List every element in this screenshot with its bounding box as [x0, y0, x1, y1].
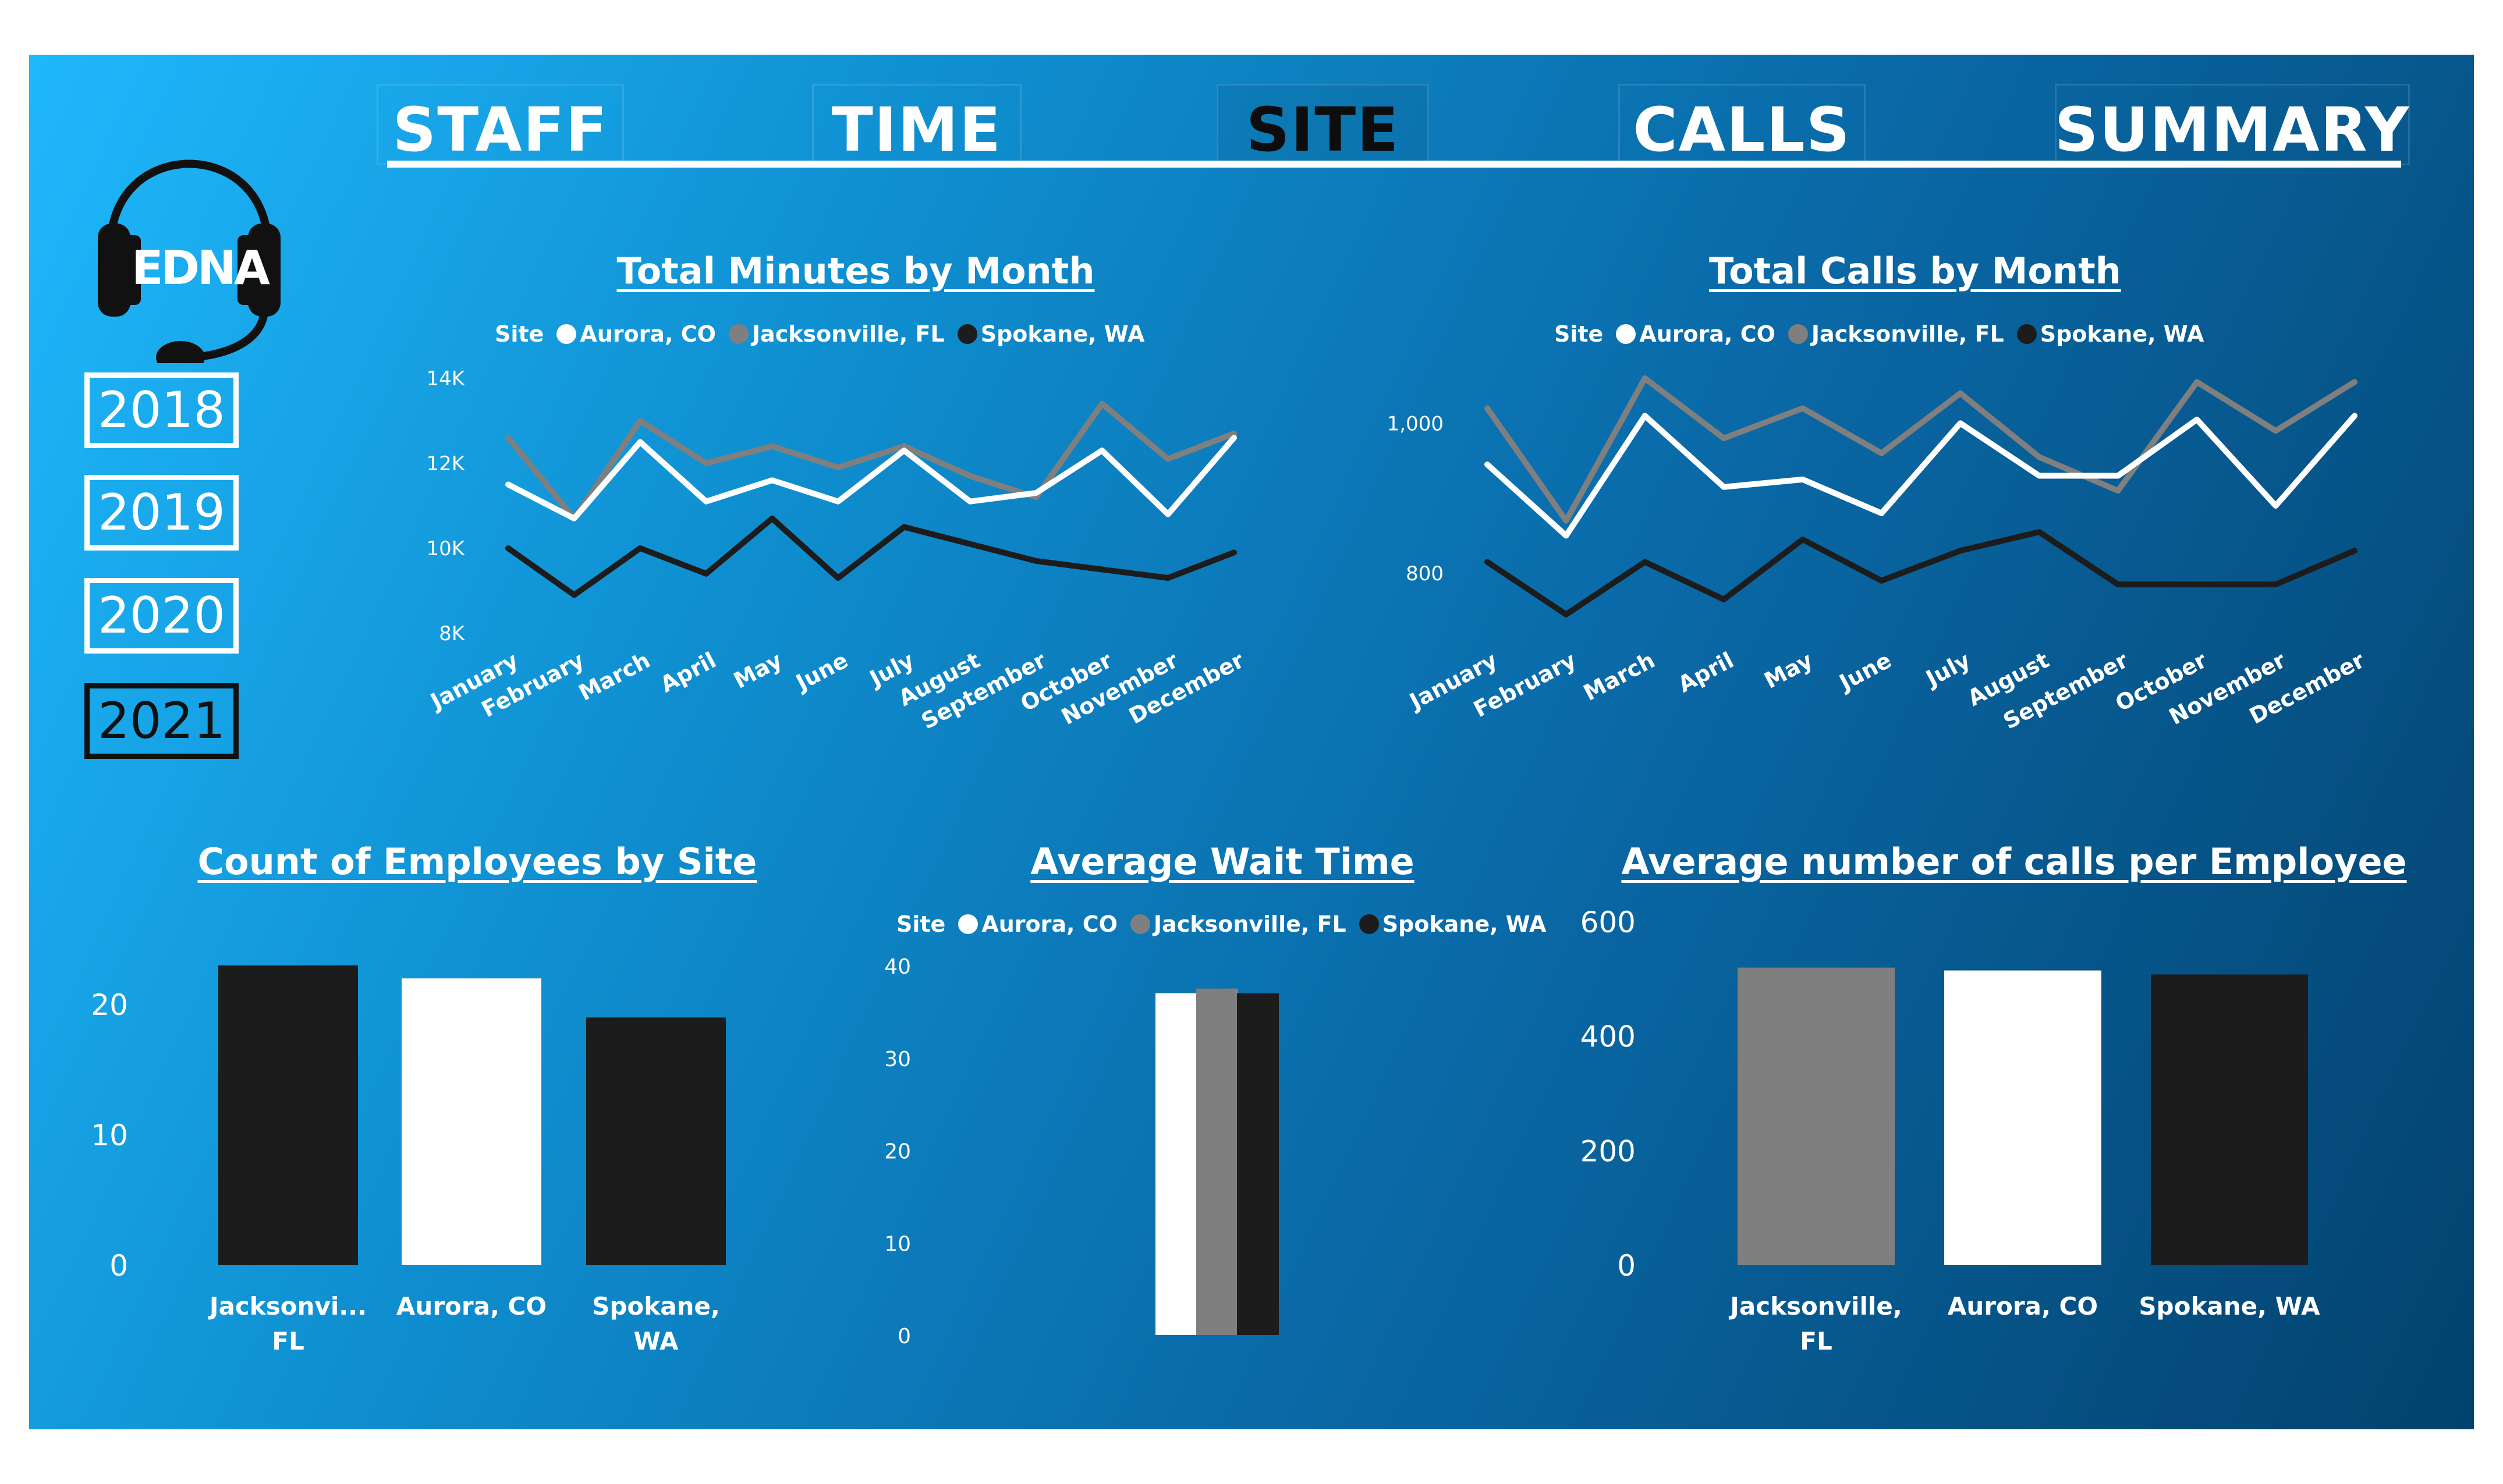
legend-dot-spokane	[957, 324, 977, 344]
cpe-x-tick-label: Spokane, WA	[2139, 1292, 2320, 1320]
calls-y-tick-label: 1,000	[1387, 412, 1444, 435]
nav-underline	[387, 161, 2401, 168]
legend-label-aurora: Aurora, CO	[1639, 321, 1775, 347]
wait-bar-spokane	[1237, 993, 1279, 1335]
employees-x-tick-label: FL	[272, 1327, 304, 1355]
minutes-x-tick-label: March	[575, 647, 654, 706]
tab-staff[interactable]: STAFF	[377, 84, 624, 165]
employees-chart-title: Count of Employees by Site	[197, 840, 757, 883]
wait-bar-aurora	[1155, 993, 1197, 1335]
minutes-x-tick-label: June	[790, 647, 852, 696]
calls-x-tick-label: April	[1674, 647, 1738, 697]
minutes-y-tick-label: 8K	[439, 622, 466, 645]
cpe-y-tick-label: 0	[1617, 1249, 1636, 1283]
dashboard-canvas: EDNA STAFF TIME SITE CALLS SUMMARY 2018 …	[29, 55, 2474, 1429]
wait-y-tick-label: 0	[898, 1325, 911, 1348]
tab-time[interactable]: TIME	[812, 84, 1022, 165]
cpe-y-tick-label: 600	[1580, 906, 1636, 939]
tab-site[interactable]: SITE	[1217, 84, 1429, 165]
calls-x-tick-label: July	[1920, 647, 1974, 692]
employees-bar-spokane	[586, 1017, 726, 1265]
cpe-x-tick-label: Jacksonville,	[1728, 1292, 1902, 1320]
calls-legend: Site Aurora, CO Jacksonville, FL Spokane…	[1554, 321, 2204, 347]
legend-title: Site	[896, 911, 946, 937]
employees-y-tick-label: 20	[91, 988, 128, 1022]
minutes-chart-title: Total Minutes by Month	[616, 250, 1095, 292]
legend-label-jacksonville: Jacksonville, FL	[751, 321, 945, 347]
legend-title: Site	[495, 321, 544, 347]
legend-label-jacksonville: Jacksonville, FL	[1153, 911, 1346, 937]
tab-summary[interactable]: SUMMARY	[2055, 84, 2410, 165]
legend-label-spokane: Spokane, WA	[1382, 911, 1547, 937]
legend-dot-spokane	[2016, 324, 2037, 344]
employees-y-tick-label: 10	[91, 1119, 128, 1152]
wait-bar-jacksonville	[1196, 988, 1238, 1335]
year-button-2018[interactable]: 2018	[84, 372, 239, 448]
employees-x-tick-label: Aurora, CO	[396, 1292, 547, 1320]
cpe-bar-spokane	[2151, 974, 2308, 1265]
cpe-bar-jacksonville	[1738, 967, 1895, 1265]
calls-series-line-jacksonville	[1484, 375, 2357, 524]
calls-x-tick-label: May	[1760, 647, 1817, 694]
legend-label-spokane: Spokane, WA	[2040, 321, 2204, 347]
employees-x-tick-label: Spokane,	[592, 1292, 720, 1320]
wait-y-tick-label: 30	[884, 1048, 911, 1071]
legend-dot-jacksonville	[1130, 914, 1150, 934]
logo-text: EDNA	[132, 241, 270, 295]
legend-label-spokane: Spokane, WA	[980, 321, 1145, 347]
legend-dot-jacksonville	[728, 324, 749, 344]
cpe-y-tick-label: 400	[1580, 1020, 1636, 1054]
minutes-y-tick-label: 14K	[426, 367, 465, 390]
year-button-2019[interactable]: 2019	[84, 475, 239, 551]
calls-chart-title: Total Calls by Month	[1709, 250, 2121, 292]
wait-y-tick-label: 40	[884, 955, 911, 979]
legend-dot-spokane	[1359, 914, 1379, 934]
minutes-series-line-jacksonville	[505, 400, 1237, 521]
wait-legend: Site Aurora, CO Jacksonville, FL Spokane…	[896, 911, 1546, 937]
employees-bar-jacksonvi	[218, 965, 358, 1265]
minutes-y-tick-label: 12K	[426, 452, 465, 475]
calls-per-employee-title: Average number of calls per Employee	[1621, 840, 2407, 883]
legend-label-jacksonville: Jacksonville, FL	[1811, 321, 2004, 347]
cpe-x-tick-label: FL	[1800, 1327, 1832, 1355]
calls-series-line-spokane	[1484, 529, 2357, 617]
cpe-y-tick-label: 200	[1580, 1134, 1636, 1168]
calls-series-line-aurora	[1484, 413, 2357, 539]
calls-y-tick-label: 800	[1406, 562, 1444, 585]
calls-x-tick-label: March	[1579, 647, 1659, 706]
legend-label-aurora: Aurora, CO	[981, 911, 1118, 937]
employees-x-tick-label: Jacksonvi...	[208, 1292, 367, 1320]
legend-title: Site	[1554, 321, 1604, 347]
minutes-x-tick-label: May	[729, 647, 786, 694]
minutes-series-line-aurora	[505, 435, 1237, 521]
employees-x-tick-label: WA	[634, 1327, 679, 1355]
calls-x-tick-label: June	[1834, 647, 1895, 696]
wait-y-tick-label: 10	[884, 1232, 911, 1256]
wait-y-tick-label: 20	[884, 1140, 911, 1164]
minutes-y-tick-label: 10K	[426, 537, 465, 560]
year-button-2020[interactable]: 2020	[84, 578, 239, 654]
minutes-series-line-spokane	[505, 515, 1237, 598]
cpe-x-tick-label: Aurora, CO	[1948, 1292, 2098, 1320]
legend-dot-aurora	[1616, 324, 1636, 344]
cpe-bar-aurora	[1944, 970, 2101, 1265]
wait-chart-title: Average Wait Time	[1030, 840, 1414, 883]
employees-y-tick-label: 0	[109, 1249, 128, 1283]
minutes-x-tick-label: April	[656, 647, 720, 697]
legend-dot-aurora	[958, 914, 978, 934]
year-button-2021[interactable]: 2021	[84, 683, 239, 759]
employees-bar-aurora	[402, 978, 541, 1265]
legend-dot-jacksonville	[1788, 324, 1808, 344]
minutes-legend: Site Aurora, CO Jacksonville, FL Spokane…	[495, 321, 1144, 347]
legend-dot-aurora	[556, 324, 577, 344]
legend-label-aurora: Aurora, CO	[580, 321, 716, 347]
